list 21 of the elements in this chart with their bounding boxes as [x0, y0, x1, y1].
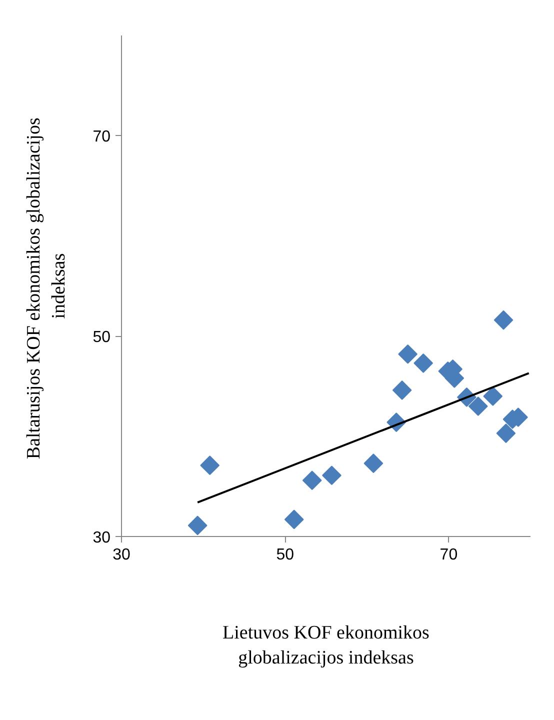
x-axis-title: Lietuvos KOF ekonomikos globalizacijos indeksas: [222, 622, 430, 669]
point: [496, 424, 516, 443]
point: [398, 344, 418, 364]
point: [468, 396, 488, 416]
point: [483, 386, 503, 406]
point: [302, 470, 322, 490]
point: [494, 310, 514, 330]
y-tick-label: 70: [92, 128, 111, 146]
point: [284, 510, 304, 530]
x-tick-label: 30: [112, 546, 130, 564]
y-axis-title: Baltarusijos KOF ekonomikos globalizacijos indeksas: [24, 118, 70, 460]
point: [364, 454, 384, 474]
y-tick-label: 50: [92, 329, 111, 346]
point: [200, 456, 220, 476]
x-tick-label: 50: [276, 546, 294, 564]
point: [322, 466, 342, 486]
point: [392, 380, 412, 400]
x-tick-label: 70: [440, 546, 458, 564]
y-tick-label: 30: [92, 530, 111, 546]
point: [188, 516, 208, 536]
point: [414, 353, 434, 373]
